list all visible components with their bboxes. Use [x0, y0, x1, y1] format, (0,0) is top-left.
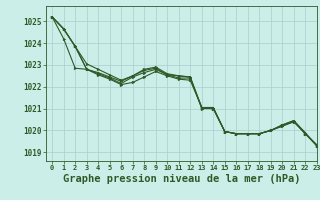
X-axis label: Graphe pression niveau de la mer (hPa): Graphe pression niveau de la mer (hPa)	[63, 174, 300, 184]
